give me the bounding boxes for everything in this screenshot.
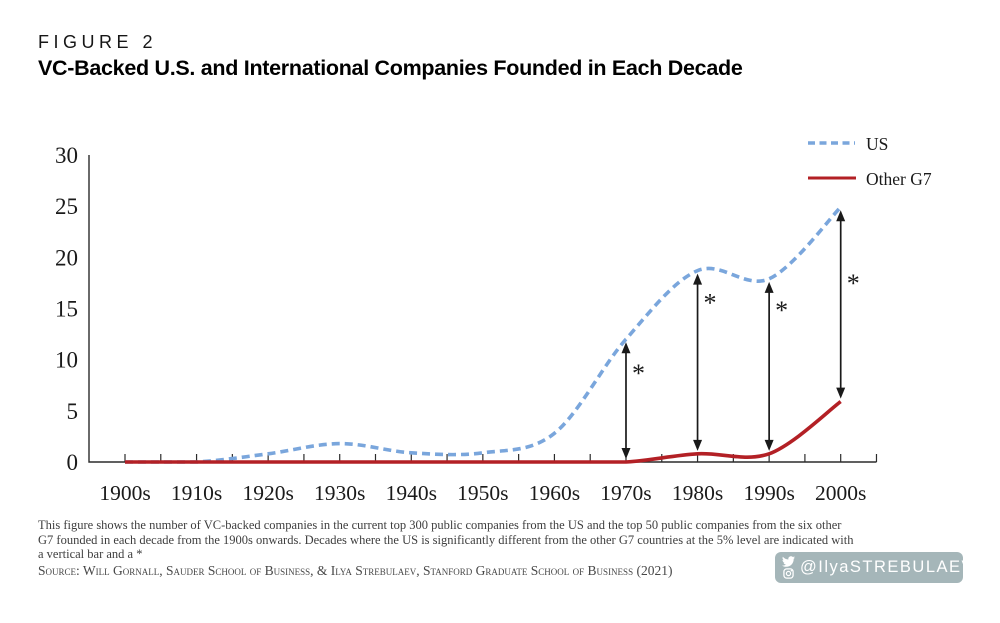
legend-us-label: US bbox=[866, 134, 888, 154]
y-tick-label: 0 bbox=[67, 450, 79, 475]
axis-lines bbox=[88, 155, 877, 463]
significance-star: * bbox=[632, 359, 645, 388]
badge-icon-stack bbox=[782, 556, 795, 579]
x-tick-label: 1990s bbox=[743, 481, 794, 505]
badge-handle: @IlyaSTREBULAEV bbox=[800, 558, 975, 576]
chart-svg: 0 5 10 15 20 25 30 1900s 1910s 1920s 1930s 1940s 195… bbox=[55, 134, 932, 505]
significance-star: * bbox=[704, 289, 717, 318]
footnote-line: a vertical bar and a * bbox=[38, 547, 143, 562]
us-line bbox=[124, 205, 842, 464]
y-tick-label: 10 bbox=[55, 348, 78, 373]
x-tick-label: 1930s bbox=[314, 481, 365, 505]
arrowhead-down bbox=[621, 448, 631, 459]
x-tick-label: 1900s bbox=[99, 481, 150, 505]
figure-label: FIGURE 2 bbox=[38, 32, 158, 52]
significance-star: * bbox=[847, 269, 860, 298]
x-tick-label: 1920s bbox=[242, 481, 293, 505]
x-tick-label: 1980s bbox=[672, 481, 723, 505]
y-tick-label: 15 bbox=[55, 297, 78, 322]
arrowhead-up bbox=[764, 281, 774, 293]
arrowhead-up bbox=[693, 273, 703, 285]
arrowhead-up bbox=[836, 210, 846, 222]
x-tick-label: 1910s bbox=[171, 481, 222, 505]
x-tick-label: 1940s bbox=[386, 481, 437, 505]
figure-title: VC-Backed U.S. and International Compani… bbox=[38, 56, 743, 80]
source-line: Source: Will Gornall, Sauder School of B… bbox=[38, 563, 673, 578]
y-tick-label: 25 bbox=[55, 194, 78, 219]
twitter-icon bbox=[782, 556, 795, 567]
y-tick-label: 30 bbox=[55, 143, 78, 168]
arrowhead-down bbox=[764, 439, 774, 451]
footnote-line: G7 founded in each decade from the 1900s… bbox=[38, 532, 854, 547]
footnote-line: This figure shows the number of VC-backe… bbox=[38, 518, 842, 532]
legend-g7-label: Other G7 bbox=[866, 169, 932, 189]
significance-star: * bbox=[775, 296, 788, 325]
arrowhead-down bbox=[693, 439, 703, 451]
arrowhead-down bbox=[836, 387, 846, 399]
x-tick-label: 1960s bbox=[529, 481, 580, 505]
x-tick-label: 2000s bbox=[815, 481, 866, 505]
x-tick-label: 1970s bbox=[600, 481, 651, 505]
social-badge[interactable]: @IlyaSTREBULAEV bbox=[775, 552, 973, 583]
footnote: This figure shows the number of VC-backe… bbox=[38, 518, 898, 562]
g7-line bbox=[124, 400, 842, 464]
arrowhead-up bbox=[621, 342, 631, 354]
instagram-icon bbox=[783, 568, 794, 579]
y-tick-label: 5 bbox=[67, 399, 79, 424]
y-tick-label: 20 bbox=[55, 245, 78, 270]
x-tick-label: 1950s bbox=[457, 481, 508, 505]
